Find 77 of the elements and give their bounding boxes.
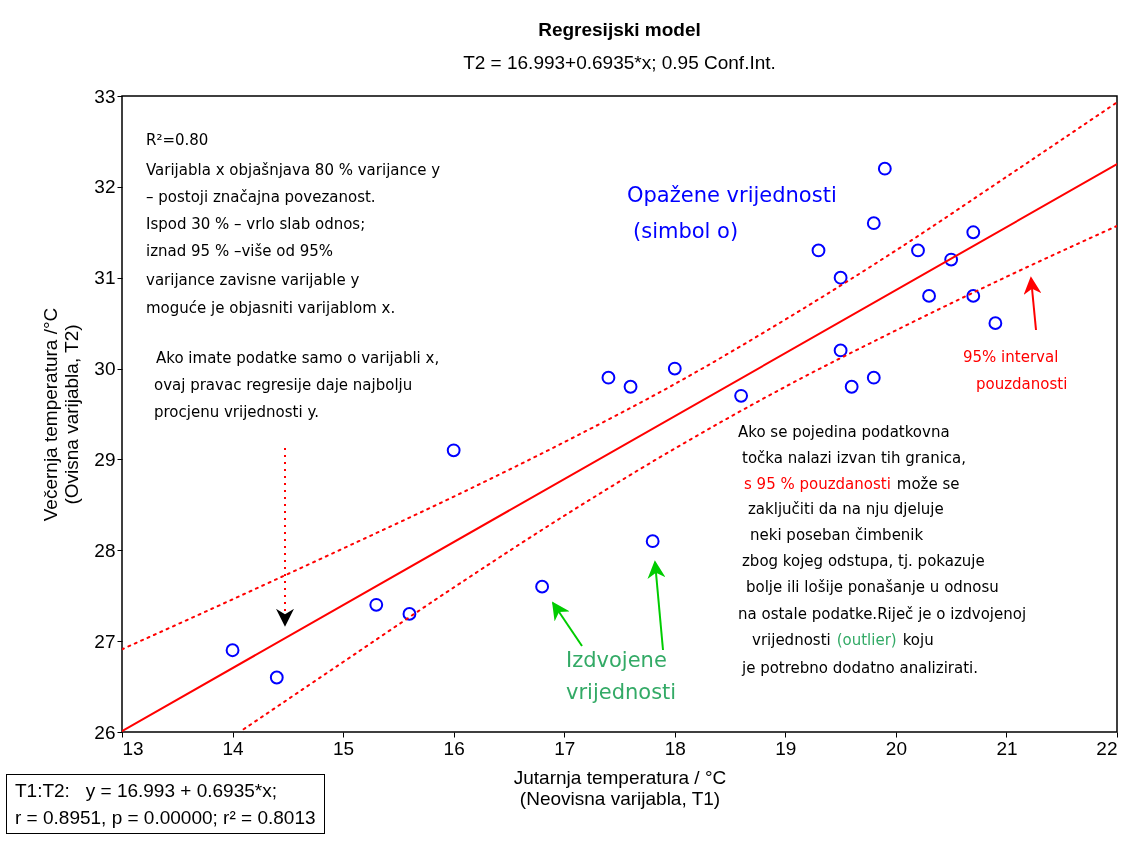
point xyxy=(535,579,550,594)
annotation: neki poseban čimbenik xyxy=(750,526,924,544)
annotation: procjenu vrijednosti y. xyxy=(154,403,319,421)
annotation: vrijednosti xyxy=(752,631,831,649)
text-box: T1:T2: y = 16.993 + 0.6935*x; r = 0.8951, p = 0.00000; r² = 0.8013 xyxy=(6,774,325,834)
point xyxy=(446,443,461,458)
y-tick-label: 28 xyxy=(94,539,116,561)
annotation: pouzdanosti xyxy=(976,375,1068,393)
point xyxy=(877,161,892,176)
x-tick-label: 21 xyxy=(996,737,1018,759)
annotation: (simbol o) xyxy=(633,219,739,243)
annotation: bolje ili lošije ponašanje u odnosu xyxy=(746,578,999,596)
x-tick-label: 20 xyxy=(885,737,907,759)
annotation: s 95 % pouzdanosti xyxy=(744,475,891,493)
x-tick-label: 17 xyxy=(554,737,576,759)
annotation: je potrebno dodatno analizirati. xyxy=(741,659,978,677)
annotation: moguće je objasniti varijablom x. xyxy=(146,299,396,317)
y-tick-label: 26 xyxy=(94,721,116,743)
y-tick-label: 29 xyxy=(94,448,116,470)
annotation: točka nalazi izvan tih granica, xyxy=(742,449,967,467)
annotation: Izdvojene xyxy=(566,648,667,672)
annotation: Opažene vrijednosti xyxy=(627,183,837,207)
annotation: 95% interval xyxy=(963,348,1059,366)
line-series xyxy=(122,101,1117,651)
point xyxy=(833,343,848,358)
y-tick-label: 27 xyxy=(94,630,116,652)
annotation: varijance zavisne varijable y xyxy=(146,271,360,289)
annotation: (outlier) xyxy=(836,631,897,649)
point xyxy=(225,643,240,658)
point xyxy=(966,225,981,240)
y-tick-label: 32 xyxy=(94,176,116,198)
annotation: Varijabla x objašnjava 80 % varijance y xyxy=(146,161,441,179)
annotation: Ispod 30 % – vrlo slab odnos; xyxy=(146,215,366,233)
x-tick-label: 13 xyxy=(122,737,144,759)
x-tick-label: 16 xyxy=(443,737,465,759)
point xyxy=(922,288,936,303)
point xyxy=(966,288,981,303)
annotation: zbog kojeg odstupa, tj. pokazuje xyxy=(742,552,985,570)
annotation: Ako imate podatke samo o varijabli x, xyxy=(156,349,440,367)
point xyxy=(645,534,660,549)
point xyxy=(866,216,881,231)
annotation: Ako se pojedina podatkovna xyxy=(738,423,950,441)
point xyxy=(944,252,959,267)
annotation: R²=0.80 xyxy=(146,131,209,149)
y-tick-label: 31 xyxy=(94,267,116,289)
y-axis-title: Večernja temperatura /°C (Ovisna varijabla, T2) xyxy=(40,307,83,522)
y-tick-label: 33 xyxy=(94,85,116,107)
point xyxy=(623,379,638,394)
annotation: koju xyxy=(902,631,934,649)
annotation: zaključiti da na nju djeluje xyxy=(748,500,944,518)
point xyxy=(844,379,859,394)
point xyxy=(811,243,826,258)
chart-title: Regresijski model xyxy=(538,19,701,40)
point xyxy=(988,316,1003,331)
annotation: – postoji značajna povezanost. xyxy=(146,188,376,206)
point xyxy=(369,597,384,612)
x-tick-label: 18 xyxy=(664,737,686,759)
annotation: vrijednosti xyxy=(566,680,677,704)
x-tick-label: 15 xyxy=(333,737,355,759)
point xyxy=(667,361,682,376)
point xyxy=(911,243,925,258)
annotation: može se xyxy=(896,475,960,493)
point xyxy=(866,370,881,385)
x-tick-label: 14 xyxy=(222,737,245,759)
x-tick-label: 22 xyxy=(1096,737,1118,759)
point xyxy=(734,388,749,403)
x-axis-title: Jutarnja temperatura / °C (Neovisna varijabla, T1) xyxy=(513,766,727,809)
point xyxy=(269,670,284,685)
point xyxy=(833,270,848,285)
point xyxy=(601,370,616,385)
annotation: na ostale podatke.Riječ je o izdvojenoj xyxy=(738,605,1027,623)
annotation: ovaj pravac regresije daje najbolju xyxy=(154,376,413,394)
y-tick-label: 30 xyxy=(94,358,116,380)
x-tick-label: 19 xyxy=(775,737,797,759)
chart-subtitle: T2 = 16.993+0.6935*x; 0.95 Conf.Int. xyxy=(463,52,776,73)
point xyxy=(402,606,417,621)
annotation: iznad 95 % –više od 95% xyxy=(146,242,334,260)
